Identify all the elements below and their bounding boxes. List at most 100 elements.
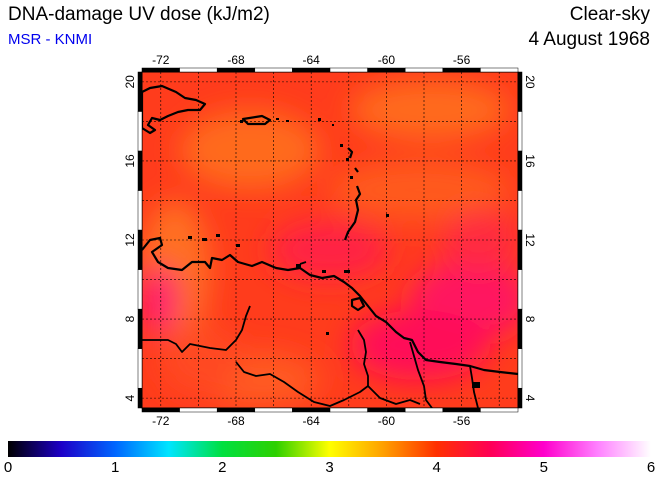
frame-segment <box>517 229 523 270</box>
island <box>472 382 480 388</box>
island <box>340 144 343 147</box>
frame-segment <box>517 269 523 310</box>
frame-segment <box>367 407 406 413</box>
island <box>332 124 334 126</box>
uv-patch <box>350 310 490 380</box>
island <box>318 118 321 121</box>
frame-segment <box>216 407 256 413</box>
island <box>276 118 279 120</box>
lat-label-left: 4 <box>123 394 137 401</box>
frame-segment <box>480 407 519 413</box>
coastline-puerto-rico <box>241 114 272 126</box>
coastlines <box>142 84 518 376</box>
uv-dose-map: -72 -72 -68 -68 -64 -64 -60 -60 -56 -56 4 4 8 8 12 12 16… <box>123 53 537 428</box>
map-gridlines <box>142 72 518 408</box>
map-axis-labels: -72 -72 -68 -68 -64 -64 -60 -60 -56 -56 4 4 8 8 12 12 16… <box>123 53 537 428</box>
frame-segment <box>179 407 218 413</box>
frame-segment <box>517 348 523 389</box>
borders <box>142 261 479 408</box>
colorbar-tick-label: 4 <box>432 459 441 476</box>
lat-label-left: 12 <box>123 233 137 247</box>
frame-segment <box>517 150 523 191</box>
lon-label-bottom: -64 <box>303 414 321 428</box>
lat-label-right: 4 <box>523 395 537 402</box>
lon-label-top: -68 <box>227 53 245 67</box>
island <box>346 158 349 161</box>
islands <box>188 118 480 388</box>
border-guyana-suriname <box>409 341 433 408</box>
island <box>386 214 389 217</box>
lat-label-left: 20 <box>123 75 137 89</box>
map-title: DNA-damage UV dose (kJ/m2) <box>8 4 270 25</box>
frame-segment <box>329 407 368 413</box>
island <box>286 120 289 122</box>
frame-segment <box>517 111 523 152</box>
frame-segment <box>517 308 523 349</box>
island <box>350 176 353 179</box>
frame-segment <box>137 150 143 191</box>
colorbar <box>8 441 651 457</box>
lat-label-right: 8 <box>523 316 537 323</box>
border-colombia-venezuela <box>142 305 251 353</box>
frame-segment <box>137 229 143 270</box>
island <box>344 270 350 273</box>
colorbar-tick-label: 2 <box>218 459 227 476</box>
lat-label-left: 8 <box>123 315 137 322</box>
frame-segment <box>442 67 481 73</box>
island <box>216 234 220 237</box>
lon-label-top: -60 <box>378 53 396 67</box>
frame-segment <box>216 67 256 73</box>
lat-label-right: 16 <box>523 154 537 168</box>
island <box>296 264 301 268</box>
lon-label-top: -64 <box>303 53 321 67</box>
frame-segment <box>137 348 143 389</box>
lat-label-right: 20 <box>523 75 537 89</box>
border-venezuela-brazil <box>235 361 369 407</box>
date-label: 4 August 1968 <box>528 29 651 50</box>
frame-segment <box>137 190 143 231</box>
source-label: MSR - KNMI <box>8 31 93 48</box>
frame-segment <box>292 407 331 413</box>
uv-patch <box>180 110 320 190</box>
frame-segment <box>141 67 180 73</box>
colorbar-tick-label: 1 <box>110 459 120 476</box>
colorbar-tick-label: 3 <box>325 459 334 476</box>
lon-label-bottom: -72 <box>152 414 170 428</box>
uv-patch <box>142 265 180 335</box>
frame-segment <box>137 111 143 152</box>
frame-segment <box>367 67 406 73</box>
frame-segment <box>404 67 444 73</box>
frame-segment <box>254 407 293 413</box>
lat-label-right: 12 <box>523 233 537 247</box>
island <box>240 120 243 123</box>
border-venezuela-guyana <box>357 329 369 386</box>
frame-segment <box>141 407 180 413</box>
sky-condition-label: Clear-sky <box>569 4 650 25</box>
coastline-curacao <box>299 261 307 265</box>
uv-patch <box>160 325 240 395</box>
frame-segment <box>442 407 481 413</box>
lon-label-top: -56 <box>453 53 471 67</box>
island <box>322 270 326 273</box>
lon-label-bottom: -56 <box>453 414 471 428</box>
coastline-venezuela-colombia <box>142 236 518 376</box>
frame-segment <box>517 71 523 112</box>
frame-segment <box>517 387 523 409</box>
uv-field <box>142 72 518 408</box>
frame-segment <box>137 269 143 310</box>
coastline-hispaniola <box>142 84 207 135</box>
lon-label-top: -72 <box>152 53 170 67</box>
colorbar-tick-label: 5 <box>539 459 548 476</box>
island <box>236 244 240 247</box>
frame-segment <box>137 387 143 409</box>
frame-segment <box>137 71 143 112</box>
frame-segment <box>480 67 519 73</box>
frame-segment <box>517 190 523 231</box>
island <box>202 238 207 241</box>
colorbar-tick-label: 0 <box>3 459 13 476</box>
frame-segment <box>404 407 444 413</box>
uv-patch <box>440 210 518 270</box>
island <box>188 236 192 239</box>
frame-segment <box>292 67 331 73</box>
border-brazil-guyana <box>367 385 421 405</box>
